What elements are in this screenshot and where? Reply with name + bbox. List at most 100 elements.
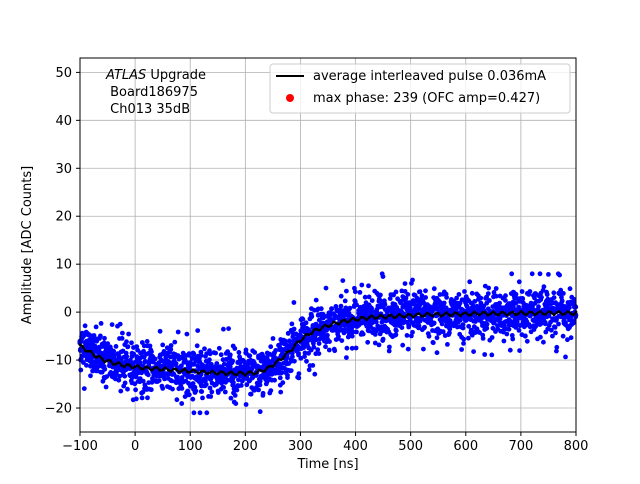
sample-point — [380, 274, 386, 279]
sample-point — [431, 320, 437, 326]
sample-point — [506, 326, 512, 332]
average-pulse-point — [166, 368, 170, 372]
average-pulse-point — [282, 355, 286, 359]
sample-point — [431, 286, 437, 292]
sample-point — [227, 352, 233, 358]
sample-point — [554, 348, 559, 354]
sample-point — [434, 335, 440, 341]
sample-point — [313, 321, 319, 327]
average-pulse-point — [387, 314, 390, 317]
average-pulse-point — [345, 320, 349, 324]
sample-point — [524, 338, 530, 344]
sample-point — [169, 378, 175, 384]
sample-point — [282, 338, 288, 344]
sample-point — [78, 367, 84, 373]
average-pulse-point — [318, 328, 322, 332]
x-tick-label: 0 — [131, 439, 139, 454]
sample-point — [553, 330, 558, 336]
sample-point — [559, 298, 565, 304]
average-pulse-point — [268, 364, 272, 368]
average-pulse-point — [409, 313, 413, 317]
sample-point — [207, 376, 213, 382]
average-pulse-point — [417, 312, 421, 315]
sample-point — [160, 386, 166, 391]
legend-entry-average: average interleaved pulse 0.036mA — [313, 69, 546, 84]
average-pulse-point — [238, 370, 242, 374]
sample-point — [541, 284, 547, 290]
sample-point — [133, 374, 139, 380]
average-pulse-point — [285, 350, 289, 354]
sample-point — [302, 354, 307, 359]
sample-point — [571, 298, 577, 304]
sample-point — [493, 286, 499, 291]
sample-point — [421, 346, 426, 352]
sample-point — [257, 382, 263, 388]
average-pulse-point — [147, 366, 151, 370]
sample-point — [145, 372, 151, 378]
average-pulse-point — [169, 370, 173, 373]
sample-point — [190, 355, 195, 361]
sample-point — [277, 375, 283, 381]
sample-point — [218, 352, 224, 358]
average-pulse-point — [288, 349, 291, 353]
sample-point — [313, 297, 319, 303]
sample-point — [209, 389, 215, 395]
average-pulse-point — [323, 323, 327, 327]
sample-point — [162, 376, 168, 382]
average-pulse-point — [213, 371, 217, 375]
sample-point — [185, 388, 191, 394]
sample-point — [445, 342, 450, 347]
sample-point — [416, 325, 421, 331]
sample-point — [484, 321, 490, 327]
average-pulse-point — [279, 358, 283, 362]
average-pulse-point — [348, 319, 352, 322]
sample-point — [370, 309, 375, 314]
sample-point — [520, 296, 526, 302]
sample-point — [340, 278, 346, 283]
sample-point — [191, 351, 197, 357]
sample-point — [327, 339, 332, 344]
sample-point — [134, 344, 140, 349]
average-pulse-point — [538, 310, 542, 313]
average-pulse-point — [505, 313, 509, 317]
sample-point — [404, 333, 410, 338]
average-pulse-point — [84, 349, 87, 353]
sample-point — [81, 360, 86, 365]
sample-point — [550, 333, 555, 339]
average-pulse-point — [97, 354, 101, 358]
sample-point — [175, 374, 181, 380]
average-pulse-point — [161, 368, 165, 372]
sample-point — [270, 336, 276, 341]
average-pulse-point — [373, 316, 377, 320]
y-tick-label: −20 — [45, 402, 72, 417]
average-pulse-point — [100, 357, 104, 361]
legend-dot-marker — [286, 94, 294, 102]
sample-point — [173, 361, 179, 366]
average-pulse-point — [252, 372, 256, 376]
sample-point — [179, 363, 184, 369]
average-pulse-point — [434, 312, 437, 315]
sample-point — [426, 333, 432, 339]
sample-point — [323, 344, 328, 350]
sample-point — [145, 395, 150, 401]
sample-point — [304, 358, 309, 364]
average-pulse-point — [153, 366, 156, 370]
sample-point — [257, 409, 263, 415]
sample-point — [172, 339, 178, 345]
average-pulse-point — [500, 310, 503, 314]
sample-point — [366, 294, 372, 300]
average-pulse-point — [563, 312, 567, 316]
sample-point — [207, 351, 213, 357]
sample-point — [486, 285, 491, 291]
sample-point — [156, 378, 162, 383]
sample-point — [198, 353, 204, 358]
sample-point — [387, 344, 392, 350]
sample-point — [244, 382, 250, 388]
sample-point — [497, 300, 502, 306]
sample-point — [507, 347, 513, 353]
average-pulse-point — [310, 332, 313, 336]
sample-point — [288, 368, 294, 373]
sample-point — [485, 291, 491, 296]
sample-point — [316, 341, 322, 346]
